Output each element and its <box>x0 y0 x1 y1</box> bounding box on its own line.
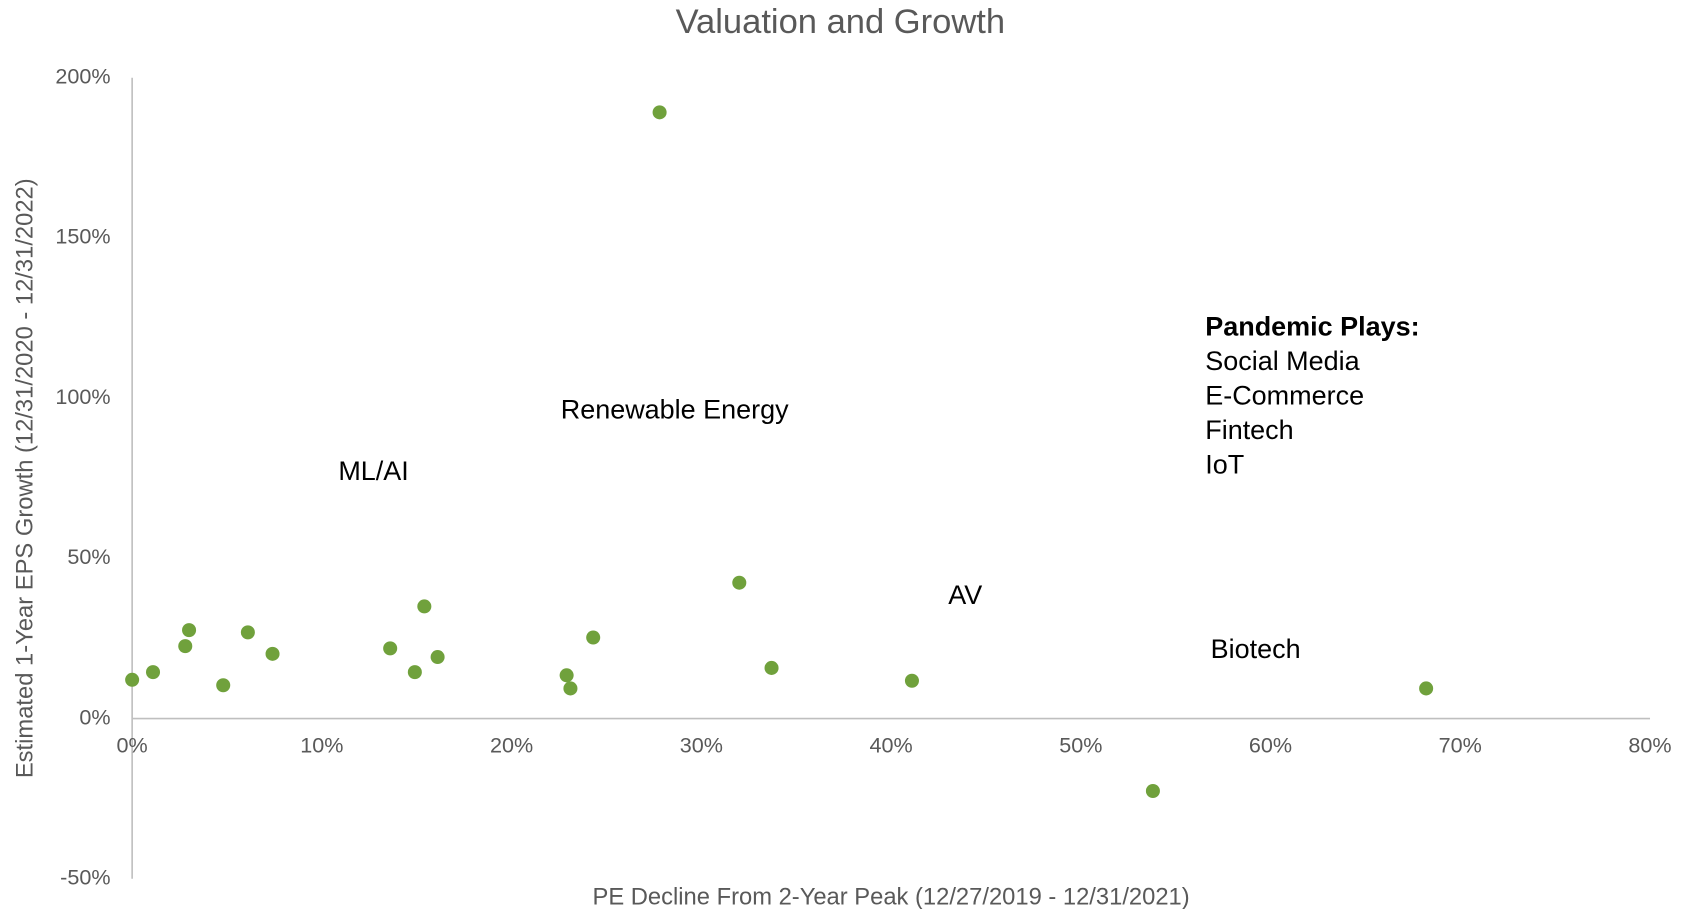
point <box>1145 783 1160 798</box>
x-axis-title: PE Decline From 2-Year Peak (12/27/2019 … <box>592 883 1189 909</box>
point <box>125 672 140 687</box>
point <box>265 646 280 661</box>
x-tick-label: 80% <box>1628 732 1671 757</box>
annotation: E-Commerce <box>1205 380 1364 410</box>
chart-title: Valuation and Growth <box>676 3 1006 41</box>
y-axis-title: Estimated 1-Year EPS Growth (12/31/2020 … <box>12 178 39 778</box>
y-tick-label: -50% <box>60 864 110 889</box>
x-tick-label: 60% <box>1249 732 1292 757</box>
point <box>559 668 574 683</box>
x-tick-label: 70% <box>1439 732 1482 757</box>
point <box>652 105 667 120</box>
point <box>240 625 255 640</box>
y-tick-label: 200% <box>55 63 110 88</box>
point <box>383 641 398 656</box>
point <box>732 575 747 590</box>
y-tick-label: 100% <box>55 384 110 409</box>
x-tick-label: 10% <box>300 732 343 757</box>
y-tick-label: 150% <box>55 224 110 249</box>
point <box>764 660 779 675</box>
annotation: ML/AI <box>338 456 408 486</box>
point <box>407 665 422 680</box>
point <box>178 639 193 654</box>
point <box>904 673 919 688</box>
x-tick-label: 0% <box>117 732 148 757</box>
point <box>1419 681 1434 696</box>
point <box>430 650 445 665</box>
x-tick-label: 40% <box>869 732 912 757</box>
annotation: Social Media <box>1205 346 1359 376</box>
point <box>586 630 601 645</box>
annotation: IoT <box>1205 450 1244 480</box>
y-tick-label: 0% <box>79 704 110 729</box>
point <box>182 623 197 638</box>
point <box>145 665 161 680</box>
annotation: Biotech <box>1211 634 1301 664</box>
annotation: Renewable Energy <box>561 394 789 424</box>
x-tick-label: 20% <box>490 732 533 757</box>
y-tick-label: 50% <box>67 544 110 569</box>
x-tick-label: 30% <box>680 732 723 757</box>
point <box>417 599 432 614</box>
x-tick-label: 50% <box>1059 732 1102 757</box>
point <box>563 681 578 696</box>
annotation: Fintech <box>1205 415 1293 445</box>
annotation: Pandemic Plays: <box>1205 311 1419 341</box>
annotation: AV <box>948 580 982 610</box>
point <box>216 678 231 693</box>
